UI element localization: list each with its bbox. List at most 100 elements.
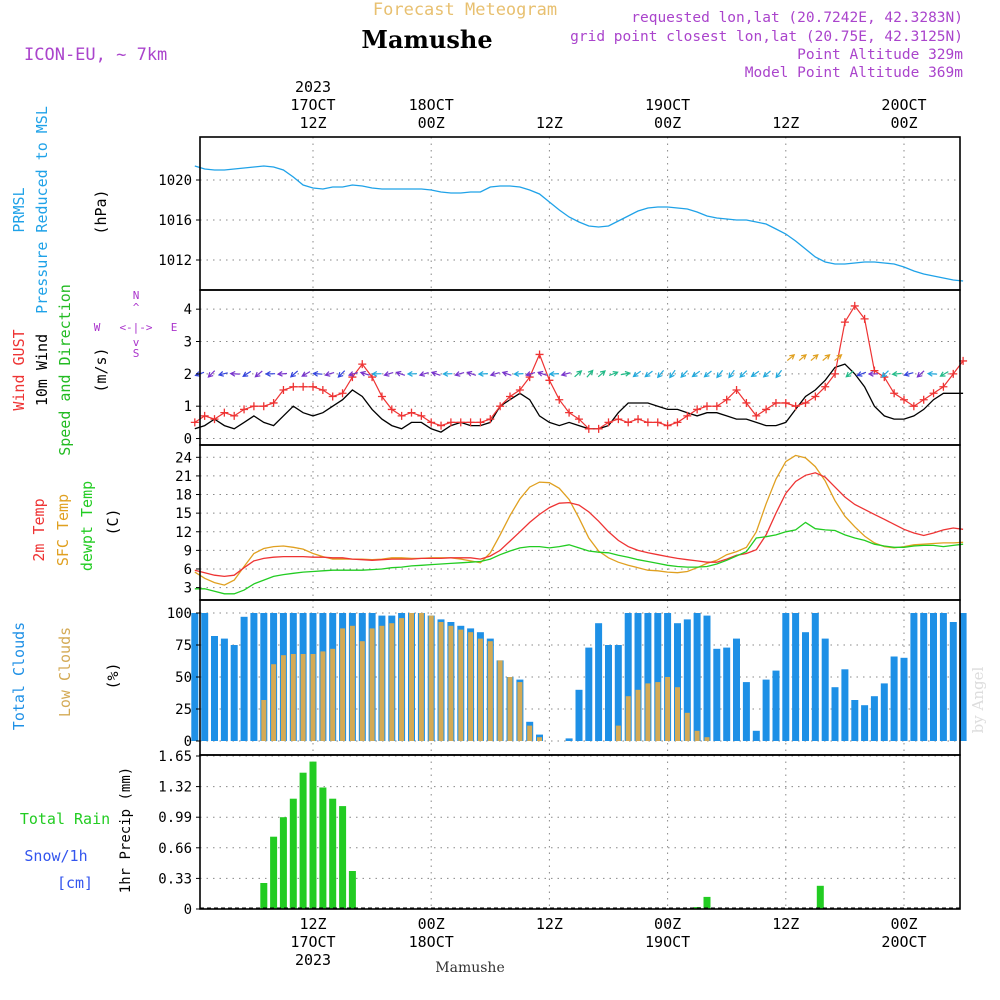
wind-direction-arrow [207, 370, 216, 378]
pressure-labels: PRMSL Pressure Reduced to MSL (hPa) [10, 106, 110, 314]
wind-gust-marker [703, 402, 711, 411]
compass-w: W [94, 321, 101, 334]
total-cloud-bar [733, 638, 740, 741]
wind-gust-marker [604, 418, 613, 427]
wind-gust-marker [949, 369, 958, 378]
dewpt-line [194, 521, 964, 595]
wind-direction-arrow [574, 370, 583, 378]
wind-gust-marker [506, 392, 514, 401]
compass-up: ^ [133, 301, 140, 314]
wind-gust-marker [840, 318, 849, 327]
total-cloud-bar [910, 613, 918, 741]
wind-gust-marker [850, 301, 859, 310]
wind-gust-marker [614, 415, 623, 424]
wind-gust-marker [318, 386, 327, 395]
low-cloud-bar [379, 625, 385, 741]
wind-unit: (m/s) [92, 347, 110, 392]
wind-gust-marker [446, 418, 455, 427]
ytick-label-wind-4: 4 [184, 302, 192, 318]
rain-bar [329, 798, 337, 909]
wind-direction-arrow [242, 370, 252, 377]
wind-gust-marker [683, 411, 692, 420]
wind-direction-arrow [775, 369, 783, 379]
rain-bar [309, 761, 317, 909]
top-time-label-0-1: 17OCT [290, 96, 335, 114]
wind-gust-marker [752, 411, 761, 420]
low-cloud-bar [280, 655, 286, 741]
low-cloud-bar [517, 682, 523, 741]
wind-direction-arrow [798, 353, 807, 362]
wind-labels: Wind GUST 10m Wind Speed and Direction (… [10, 284, 110, 456]
ytick-label-temperature-3: 12 [175, 525, 192, 541]
top-time-label-0-2: 12Z [299, 114, 326, 132]
total-cloud-bar [959, 613, 967, 741]
total-cloud-bar [870, 696, 878, 741]
model-altitude: Model Point Altitude 369m [745, 65, 964, 81]
wind-gust-marker [387, 405, 396, 414]
total-cloud-bar [900, 657, 908, 741]
total-cloud-bar [693, 613, 701, 741]
wind-direction-arrow [359, 370, 370, 377]
ytick-label-temperature-4: 15 [175, 506, 192, 522]
low-cloud-bar [665, 677, 671, 741]
ytick-label-temperature-2: 9 [184, 543, 192, 559]
wind-direction-arrow [669, 369, 676, 379]
precip-label-3: [cm] [57, 874, 93, 892]
wind-direction-arrow [810, 353, 819, 362]
low-cloud-bar [615, 725, 621, 741]
wind-direction-arrow [489, 371, 500, 377]
total-cloud-bar [821, 638, 829, 741]
wind-direction-arrow [371, 370, 382, 377]
low-cloud-bar [320, 651, 326, 741]
total-cloud-bar [772, 670, 780, 741]
wind-gust-marker [259, 402, 268, 411]
wind-label-3: Speed and Direction [56, 284, 74, 456]
wind-gust-marker [732, 386, 741, 395]
wind-direction-arrow [312, 370, 323, 377]
total-cloud-bar [811, 613, 819, 741]
low-cloud-bar [497, 660, 503, 741]
wind-direction-arrow [289, 370, 299, 378]
precip-labels: Total Rain Snow/1h [cm] 1hr Precip (mm) [20, 767, 134, 893]
wind-gust-marker [693, 405, 702, 414]
low-cloud-bar [271, 664, 277, 741]
rain-bar [289, 798, 297, 909]
low-cloud-bar [458, 629, 464, 741]
panel-frame-precip [199, 754, 961, 910]
wind-gust-marker [624, 418, 633, 427]
wind-gust-marker [762, 405, 771, 414]
total-cloud-bar [861, 705, 869, 741]
ytick-label-clouds-4: 100 [167, 606, 192, 622]
top-time-label-3-1: 00Z [654, 114, 681, 132]
wind-gust-marker [574, 415, 583, 424]
wind-gust-marker [240, 405, 249, 414]
compass-n: N [133, 289, 140, 302]
ytick-label-precip-0: 0 [184, 902, 192, 918]
wind-gust-marker [466, 418, 475, 427]
low-cloud-bar [527, 725, 533, 741]
wind-gust-marker [900, 395, 908, 404]
wind-gust-marker [594, 424, 603, 433]
wind-compass: N ^ W <-|-> E v S [94, 289, 178, 360]
wind-direction-arrow [406, 370, 418, 377]
wind-label-2: 10m Wind [33, 334, 51, 406]
ytick-label-precip-4: 1.32 [158, 780, 192, 796]
ytick-label-temperature-0: 3 [184, 581, 192, 597]
wind-gust-marker [860, 314, 869, 323]
wind-gust-marker [673, 418, 682, 427]
total-cloud-bar [230, 645, 238, 741]
pressure-unit: (hPa) [92, 189, 110, 234]
wind-direction-arrow [560, 371, 571, 377]
wind-direction-arrow [881, 370, 889, 378]
low-cloud-bar [507, 677, 513, 741]
wind-direction-arrow [501, 370, 512, 377]
total-cloud-bar [703, 615, 711, 741]
top-time-label-0-0: 2023 [295, 78, 331, 96]
ytick-label-temperature-5: 18 [175, 488, 192, 504]
total-cloud-bar [191, 613, 199, 741]
wind-gust-marker [338, 389, 347, 398]
bottom-time-label-0-0: 12Z [299, 915, 326, 933]
wind-direction-arrow [608, 371, 619, 377]
temp-label-1: 2m Temp [30, 498, 48, 561]
ytick-label-pressure-1: 1016 [158, 213, 192, 229]
